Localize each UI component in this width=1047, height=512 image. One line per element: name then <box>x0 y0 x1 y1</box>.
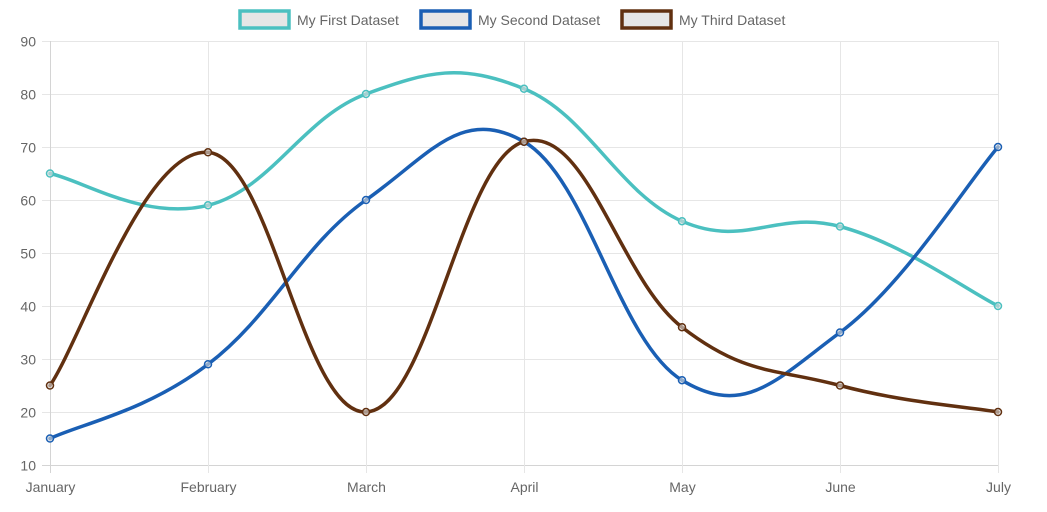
y-tick-label: 40 <box>20 299 36 315</box>
series-1 <box>45 71 1003 311</box>
data-point <box>361 407 371 417</box>
data-point <box>835 328 845 337</box>
legend-swatch <box>238 9 291 30</box>
x-tick-label: February <box>180 479 236 495</box>
data-point <box>835 222 845 231</box>
series-3 <box>45 137 1003 417</box>
y-tick-label: 80 <box>20 87 36 103</box>
data-point <box>677 322 687 332</box>
x-tick-label: January <box>26 479 76 495</box>
legend-swatch <box>419 9 472 30</box>
y-tick-label: 10 <box>20 458 36 474</box>
grid <box>42 41 999 473</box>
data-point <box>519 137 529 146</box>
data-point <box>361 89 371 99</box>
x-tick-label: June <box>825 479 856 495</box>
data-point <box>45 169 55 178</box>
x-tick-label: July <box>986 479 1011 495</box>
series-lines <box>45 71 1003 443</box>
data-point <box>677 216 687 226</box>
data-point <box>203 360 213 369</box>
data-point <box>993 407 1003 417</box>
legend-swatch <box>620 9 673 30</box>
data-point <box>45 434 55 443</box>
data-point <box>835 381 845 390</box>
y-tick-label: 50 <box>20 246 36 262</box>
x-tick-label: March <box>347 479 386 495</box>
y-tick-label: 30 <box>20 352 36 368</box>
data-point <box>45 381 55 390</box>
data-point <box>993 301 1003 311</box>
x-tick-label: May <box>669 479 695 495</box>
data-point <box>203 201 213 210</box>
data-point <box>203 148 213 157</box>
data-point <box>677 375 687 385</box>
y-tick-label: 20 <box>20 405 36 421</box>
y-tick-label: 70 <box>20 140 36 156</box>
y-tick-label: 60 <box>20 193 36 209</box>
x-tick-label: April <box>510 479 538 495</box>
legend: My First Dataset My Second Dataset My Thir… <box>238 9 785 30</box>
data-point <box>361 195 371 205</box>
data-point <box>519 84 529 93</box>
legend-label: My First Dataset <box>297 12 399 28</box>
data-point <box>993 142 1003 152</box>
legend-label: My Third Dataset <box>679 12 785 28</box>
y-tick-label: 90 <box>20 34 36 50</box>
legend-label: My Second Dataset <box>478 12 600 28</box>
axes: 10 20 30 40 50 60 70 80 90 January February March Ap… <box>20 34 1011 496</box>
